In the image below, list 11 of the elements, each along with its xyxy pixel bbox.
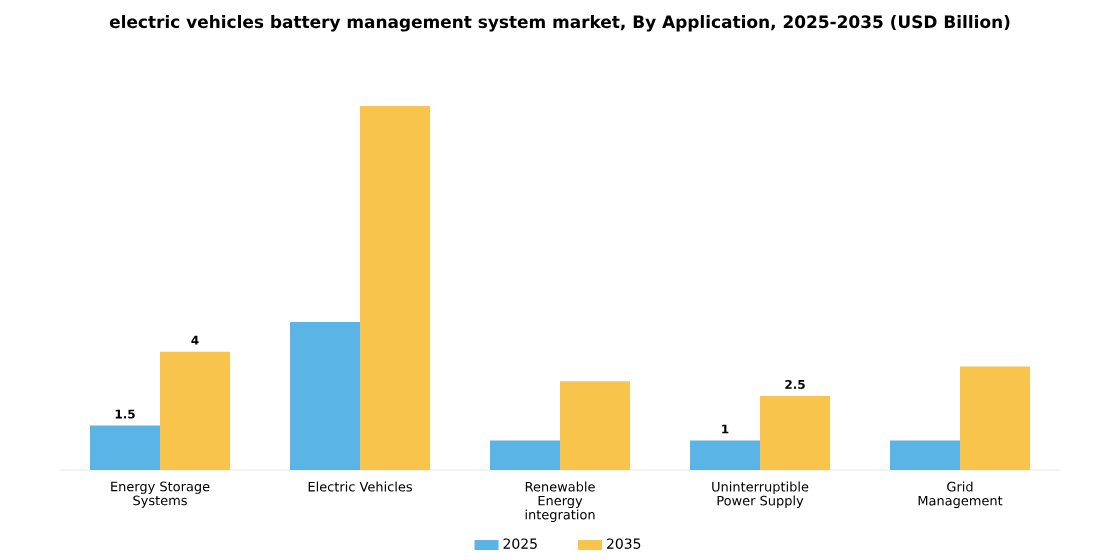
- bar: [90, 425, 161, 470]
- chart-title: electric vehicles battery management system market, By Application, 2025-2035 (USD Billion): [109, 15, 1010, 32]
- bar: [760, 396, 831, 470]
- bar: [490, 440, 561, 470]
- bar: [560, 381, 631, 470]
- bar: [290, 322, 361, 470]
- bar: [890, 440, 961, 470]
- bar: [160, 351, 231, 470]
- bar: [360, 106, 431, 470]
- bar: [690, 440, 761, 470]
- bar: [960, 366, 1031, 470]
